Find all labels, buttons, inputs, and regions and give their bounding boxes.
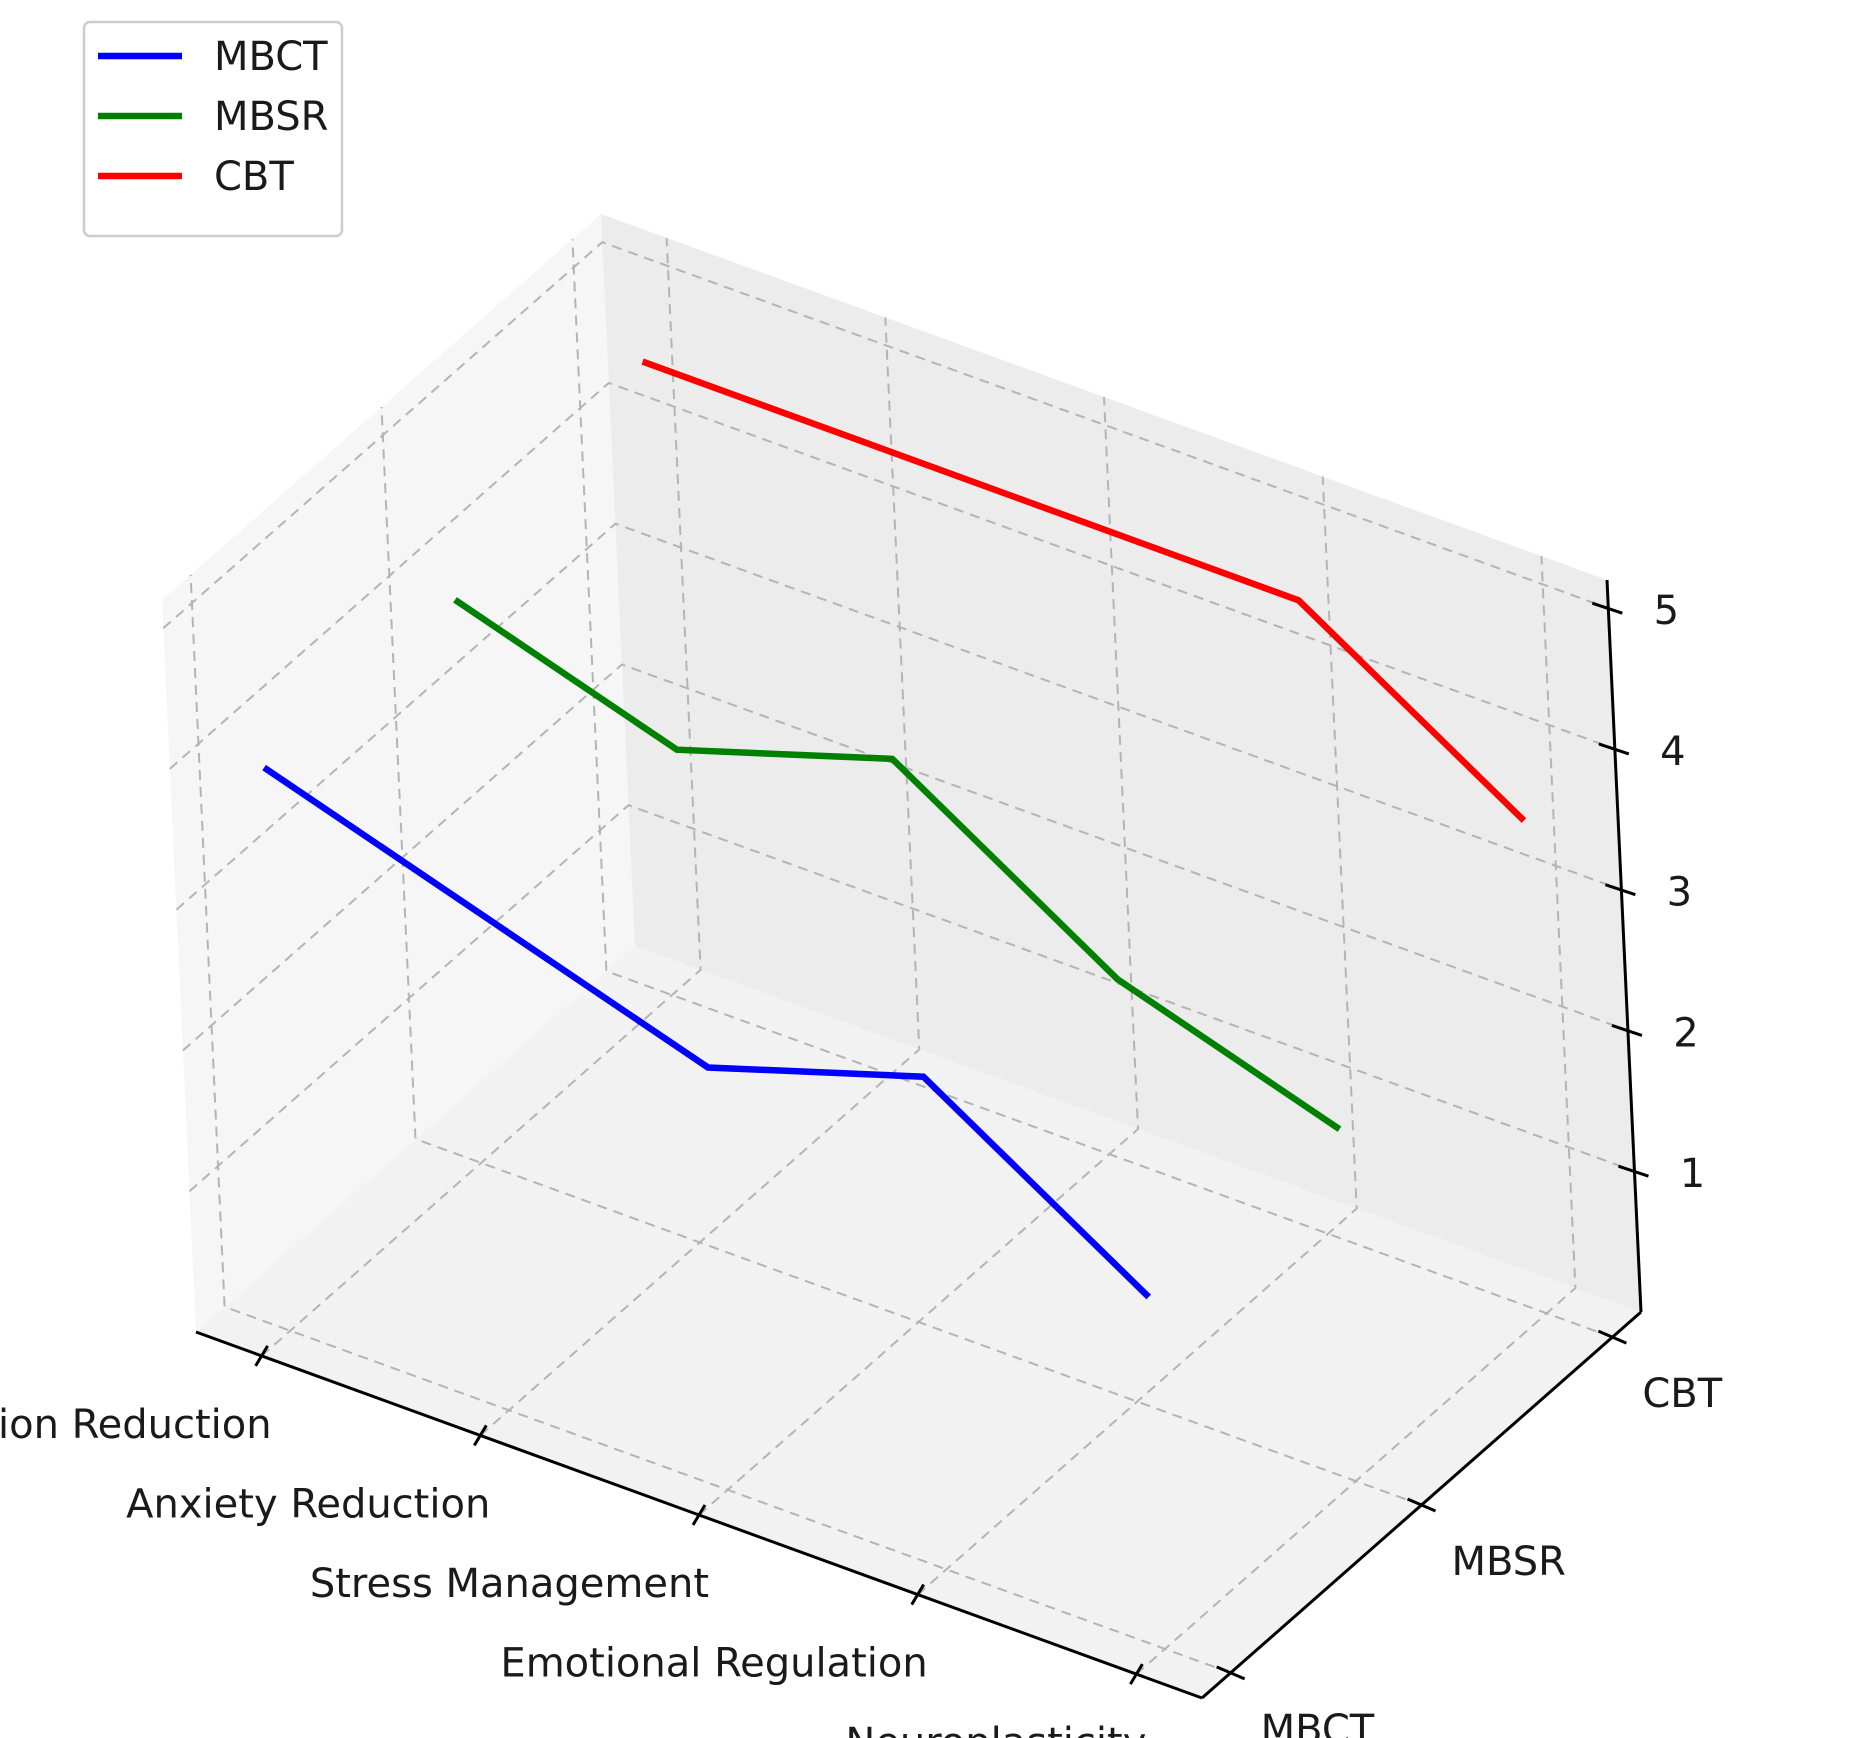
series-line-mbsr [453, 597, 1342, 1132]
grid-line-x [1135, 556, 1577, 1675]
grid-line-x [260, 237, 702, 1357]
legend-label: CBT [214, 154, 294, 200]
grid-line-z [162, 241, 1609, 629]
y-tick [1216, 1665, 1246, 1681]
grid-line-x [698, 396, 1140, 1516]
x-tick [254, 1345, 269, 1367]
z-tick-label: 5 [1654, 588, 1679, 634]
grid-line-z [175, 522, 1622, 911]
axis-ticks: Depression Reduction Anxiety Reduction Str… [0, 588, 1723, 1738]
z-tick [1617, 1164, 1649, 1178]
z-tick [1598, 742, 1630, 756]
x-tick [691, 1504, 707, 1526]
z-tick-label: 3 [1667, 870, 1692, 916]
legend-label: MBCT [214, 34, 328, 80]
x-tick [910, 1583, 925, 1606]
series-lines [262, 358, 1527, 1300]
z-tick-label: 4 [1660, 729, 1685, 775]
series-line-mbct [262, 764, 1151, 1300]
z-tick [1611, 1024, 1643, 1037]
series-line-cbt [641, 358, 1527, 823]
grid-line-x [479, 317, 921, 1437]
z-tick [1604, 883, 1636, 897]
x-tick [1129, 1663, 1144, 1685]
grid-line-z [182, 663, 1629, 1052]
y-tick-label: MBSR [1452, 1539, 1566, 1585]
grid-line-x [917, 476, 1358, 1596]
x-tick-label: Depression Reduction [0, 1402, 272, 1448]
back-pane [601, 214, 1641, 1312]
z-axis-line [1605, 579, 1643, 1313]
x-tick-label: Stress Management [310, 1561, 709, 1607]
y-tick-label: CBT [1642, 1371, 1722, 1417]
y-tick [1597, 1329, 1627, 1345]
z-tick-label: 1 [1680, 1151, 1705, 1197]
x-tick [473, 1424, 488, 1447]
legend-label: MBSR [214, 94, 328, 140]
z-tick-label: 2 [1673, 1010, 1698, 1056]
y-tick-label: MBCT [1261, 1707, 1375, 1738]
legend-box [82, 20, 344, 238]
y-tick [1406, 1497, 1437, 1513]
x-tick-label: Anxiety Reduction [126, 1481, 490, 1527]
x-tick-label: Neuroplasticity [845, 1720, 1146, 1738]
legend: MBCT MBSR CBT [82, 20, 344, 238]
grid-lines [162, 237, 1635, 1675]
x-tick-label: Emotional Regulation [500, 1641, 927, 1687]
grid-line-z [188, 804, 1635, 1192]
grid-line-z [169, 381, 1616, 770]
z-tick [1591, 601, 1623, 615]
